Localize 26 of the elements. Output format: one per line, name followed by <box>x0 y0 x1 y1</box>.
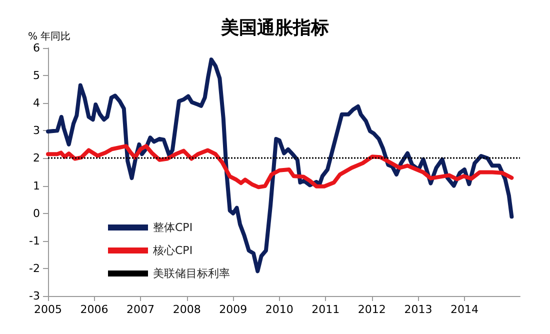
legend-label: 美联储目标利率 <box>153 267 230 280</box>
y-tick-label: 5 <box>33 69 40 82</box>
x-tick-label: 2013 <box>404 303 432 316</box>
x-tick-label: 2012 <box>358 303 386 316</box>
y-tick-label: 3 <box>33 124 40 138</box>
x-tick-label: 2011 <box>312 303 340 316</box>
x-tick-label: 2006 <box>80 303 108 316</box>
y-tick-label: 6 <box>33 42 40 54</box>
x-tick-label: 2010 <box>265 303 294 316</box>
x-tick-label: 2008 <box>172 303 201 316</box>
legend-label: 整体CPI <box>153 221 193 234</box>
y-axis-title: % 年同比 <box>28 30 71 42</box>
y-tick-label: 4 <box>33 96 40 110</box>
x-tick-label: 2007 <box>126 303 155 316</box>
y-tick-label: 1 <box>33 179 40 192</box>
x-tick-label: 2005 <box>34 303 62 316</box>
line-series <box>46 144 514 190</box>
y-tick-label: -3 <box>29 290 40 302</box>
x-tick-label: 2009 <box>219 303 248 316</box>
y-tick-label: 0 <box>33 206 40 220</box>
y-tick-label: -1 <box>29 234 40 248</box>
y-tick-label: 2 <box>33 152 40 165</box>
legend-label: 核心CPI <box>152 244 193 257</box>
y-tick-label: -2 <box>29 262 40 275</box>
x-tick-label: 2014 <box>450 303 478 316</box>
chart-title: 美国通胀指标 <box>220 18 329 38</box>
